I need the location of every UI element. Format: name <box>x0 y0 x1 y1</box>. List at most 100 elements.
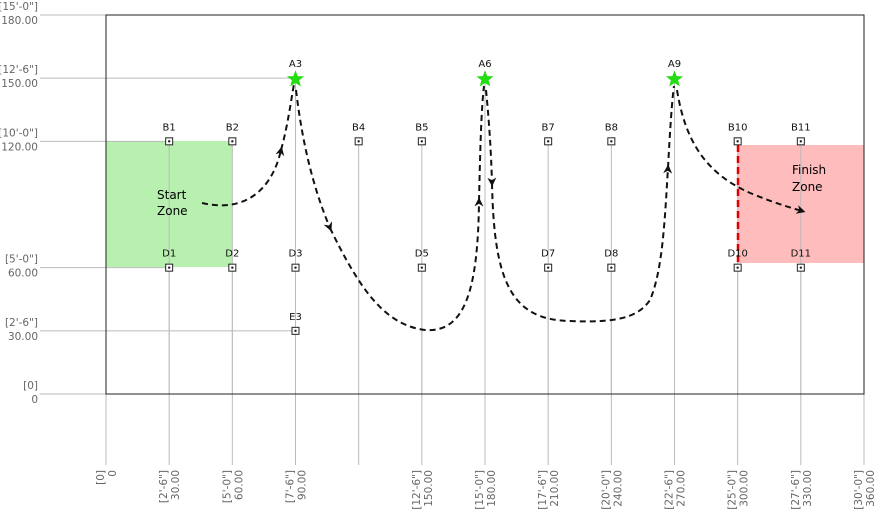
waypoints: B1 B2 B4 B5 B7 B8 B10 B11 D1 D2 D3 D5 D7 D8 D10 D11 E3 <box>162 122 811 335</box>
path-segment-a3-climb <box>280 83 295 151</box>
star-label: A3 <box>289 59 302 70</box>
y-axis-value-label: 120.00 <box>1 141 38 153</box>
y-axis-feet-label: [12'-6"] <box>0 64 38 76</box>
waypoint-dot <box>231 266 234 269</box>
x-axis-feet-label: [2'-6"] <box>158 470 170 503</box>
star-icon <box>476 70 494 87</box>
path-segment-a9-climb <box>667 85 675 169</box>
waypoint-dot <box>167 140 171 143</box>
x-axis-feet-label: [7'-6"] <box>285 470 297 503</box>
x-axis-feet-label: [17'-6"] <box>537 470 549 510</box>
x-axis-value-label: 60.00 <box>233 470 245 500</box>
path-segment-start-to-a3 <box>201 146 285 207</box>
y-axis-value-label: 0 <box>31 394 38 406</box>
waypoint-dot <box>799 140 803 143</box>
y-axis-feet-label: [2'-6"] <box>5 317 38 329</box>
x-axis-value-label: 210.00 <box>549 470 561 507</box>
y-axis-value-label: 60.00 <box>8 268 38 280</box>
waypoint-label: B5 <box>415 122 428 133</box>
waypoint-label: B2 <box>226 122 239 133</box>
waypoint-dot <box>357 140 360 143</box>
path-segment-valley-to-a6 <box>329 197 484 332</box>
y-axis-value-label: 180.00 <box>1 15 38 27</box>
waypoint-dot <box>167 266 171 269</box>
waypoint-label: B10 <box>728 122 748 133</box>
x-axis-feet-label: [22'-6"] <box>664 470 676 510</box>
waypoint-d8: D8 <box>604 249 618 272</box>
waypoint-dot <box>610 266 613 269</box>
waypoint-dot <box>231 140 234 143</box>
y-axis-feet-label: [5'-0"] <box>5 254 38 266</box>
waypoint-b2: B2 <box>226 122 239 146</box>
waypoint-dot <box>610 140 613 143</box>
waypoint-label: D1 <box>162 249 176 260</box>
waypoint-dot <box>546 140 550 143</box>
x-axis-value-label: 90.00 <box>297 470 309 500</box>
waypoint-label: D8 <box>604 249 618 260</box>
waypoint-label: E3 <box>289 312 302 323</box>
x-axis-feet-label: [30'-0"] <box>853 470 865 510</box>
path-segment-a3-descent <box>295 89 333 232</box>
star-icon <box>286 70 305 87</box>
target-stars: A3 A6 A9 <box>286 59 684 87</box>
waypoint-label: B4 <box>352 122 365 133</box>
waypoint-d2: D2 <box>225 249 239 272</box>
path-segment-valley-to-a9 <box>491 164 673 323</box>
path-segment-a9-to-finish <box>676 89 806 214</box>
star-label: A9 <box>668 59 681 70</box>
y-axis-feet-label: [15'-0"] <box>0 1 38 13</box>
x-axis-value-label: 150.00 <box>423 470 435 507</box>
y-axis-labels: [15'-0"] 180.00 [12'-6"] 150.00 [10'-0"] 120.… <box>0 1 38 406</box>
waypoint-d1: D1 <box>162 249 176 272</box>
waypoint-label: D5 <box>415 249 429 260</box>
waypoint-d10: D10 <box>727 249 748 272</box>
x-axis-value-label: 330.00 <box>802 470 814 507</box>
y-axis-feet-label: [0] <box>23 380 38 392</box>
start-zone-label-line1: Start <box>157 188 187 202</box>
waypoint-dot <box>736 140 739 143</box>
start-zone-label-line2: Zone <box>157 204 188 218</box>
waypoint-dot <box>294 329 297 333</box>
waypoint-label: D10 <box>727 249 747 260</box>
x-axis-feet-label: [12'-6"] <box>411 470 423 510</box>
x-axis-feet-label: [15'-0"] <box>474 470 486 510</box>
star-a6: A6 <box>476 59 494 87</box>
waypoint-label: B11 <box>791 122 811 133</box>
x-axis-feet-label: [27'-6"] <box>790 470 802 510</box>
waypoint-b1: B1 <box>163 122 176 146</box>
y-axis-value-label: 150.00 <box>1 78 38 90</box>
waypoint-dot <box>736 266 739 269</box>
waypoint-b10: B10 <box>728 122 748 146</box>
x-axis-feet-label: [0] <box>95 470 107 485</box>
waypoint-label: B8 <box>605 122 618 133</box>
waypoint-dot <box>799 266 803 269</box>
waypoint-label: D11 <box>791 249 811 260</box>
waypoint-e3: E3 <box>289 312 302 335</box>
course-boundary <box>105 14 865 395</box>
waypoint-d11: D11 <box>791 249 811 272</box>
y-axis-feet-label: [10'-0"] <box>0 127 38 139</box>
waypoint-d7: D7 <box>541 249 555 272</box>
finish-zone-label-line2: Zone <box>792 180 823 194</box>
x-axis-value-label: 270.00 <box>676 470 688 507</box>
waypoint-label: B7 <box>542 122 555 133</box>
x-axis-value-label: 180.00 <box>486 470 498 507</box>
y-axis-value-label: 30.00 <box>8 331 38 343</box>
waypoint-d5: D5 <box>415 249 429 272</box>
waypoint-b7: B7 <box>542 122 555 146</box>
star-a3: A3 <box>286 59 305 87</box>
x-axis-value-label: 0 <box>107 470 119 477</box>
x-axis-value-label: 300.00 <box>739 470 751 507</box>
waypoint-dot <box>546 266 550 269</box>
x-axis-feet-label: [20'-0"] <box>600 470 612 510</box>
robot-path <box>201 83 806 332</box>
waypoint-dot <box>420 266 424 269</box>
waypoint-dot <box>294 266 297 269</box>
waypoint-b4: B4 <box>352 122 365 146</box>
path-segment-a6-descent <box>485 89 497 187</box>
star-icon <box>665 70 684 87</box>
star-label: A6 <box>478 59 491 70</box>
x-axis-labels: [0] 0 [2'-6"] 30.00 [5'-0"] 60.00 [7'-6"] 90.00… <box>95 470 877 510</box>
